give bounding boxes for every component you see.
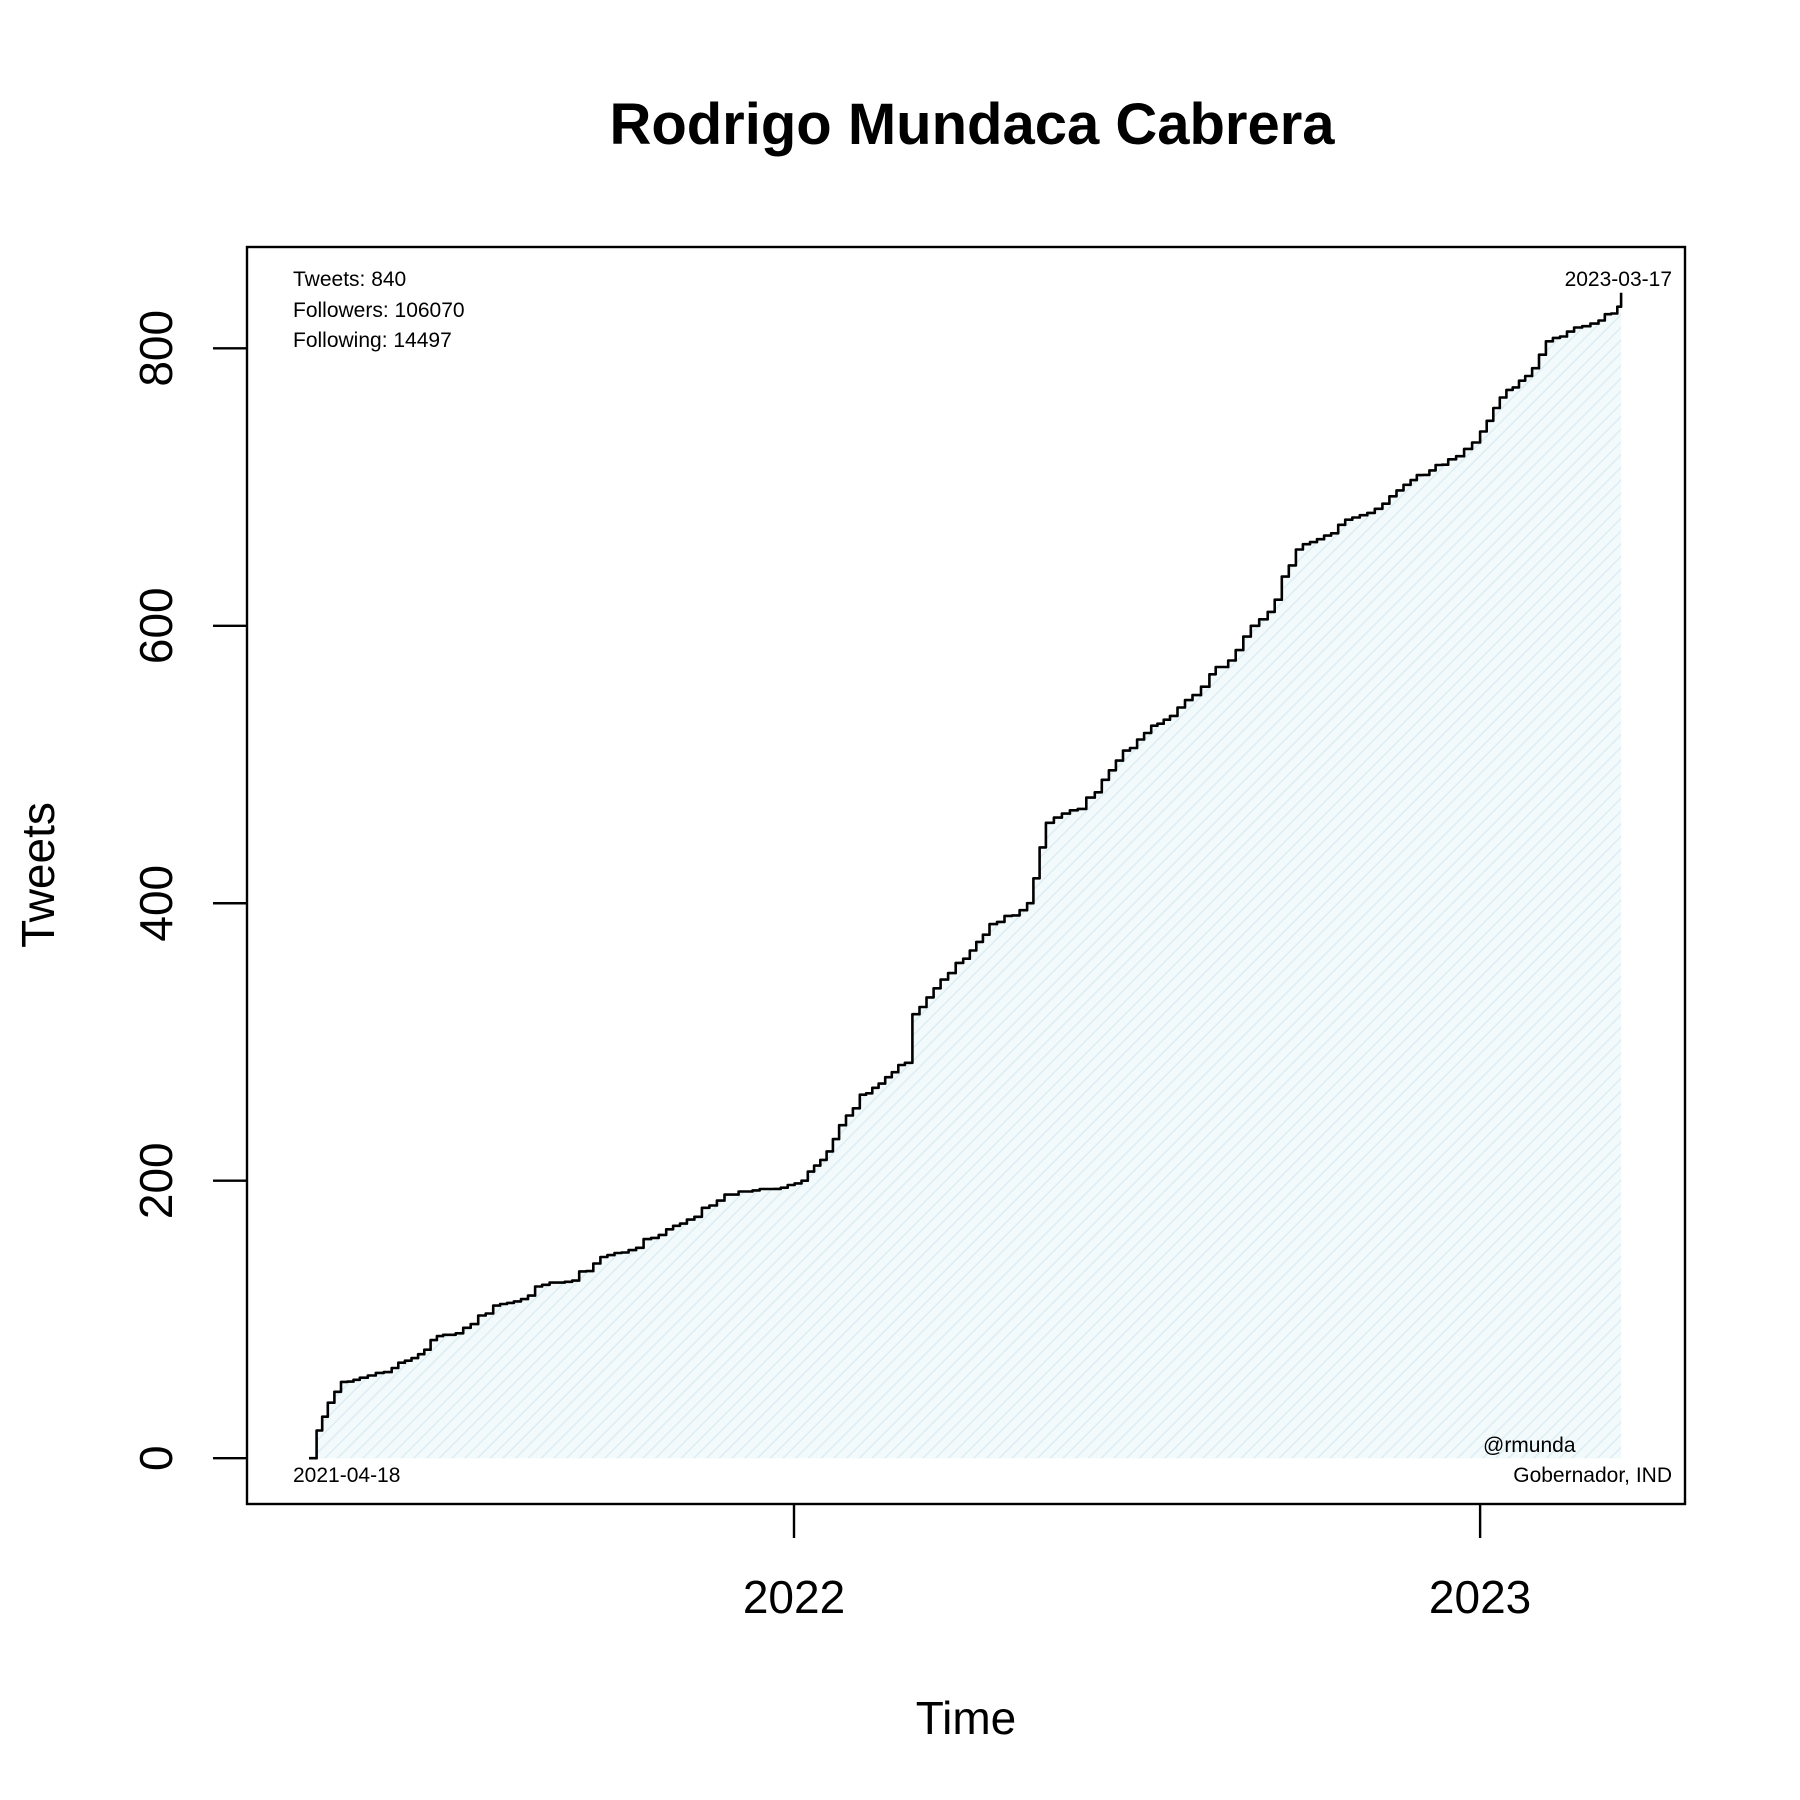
- role-annotation: Gobernador, IND: [1513, 1464, 1672, 1487]
- plot-area: [309, 292, 1623, 1460]
- following-count-annotation: Following: 14497: [293, 329, 452, 352]
- y-axis-label: Tweets: [12, 802, 64, 948]
- x-tick-label: 2022: [743, 1571, 845, 1623]
- handle-annotation: @rmunda: [1483, 1434, 1576, 1457]
- start-date-annotation: 2021-04-18: [293, 1464, 400, 1487]
- y-tick-label: 800: [130, 310, 182, 387]
- tweet-count-line: [309, 292, 1623, 1460]
- y-tick-label: 200: [130, 1142, 182, 1219]
- tweets-count-annotation: Tweets: 840: [293, 268, 406, 291]
- x-tick-label: 2023: [1429, 1571, 1531, 1623]
- chart-title: Rodrigo Mundaca Cabrera: [609, 92, 1335, 157]
- x-axis-label: Time: [916, 1692, 1017, 1744]
- y-tick-label: 0: [130, 1445, 182, 1471]
- tweet-area-fill: [309, 292, 1622, 1459]
- y-tick-label: 600: [130, 587, 182, 664]
- followers-count-annotation: Followers: 106070: [293, 299, 465, 322]
- y-axis: 0 200 400 600 800: [130, 310, 247, 1471]
- end-date-annotation: 2023-03-17: [1565, 268, 1672, 291]
- plot-frame: [245, 245, 1687, 1506]
- y-tick-label: 400: [130, 865, 182, 942]
- x-axis: 2022 2023: [743, 1504, 1531, 1623]
